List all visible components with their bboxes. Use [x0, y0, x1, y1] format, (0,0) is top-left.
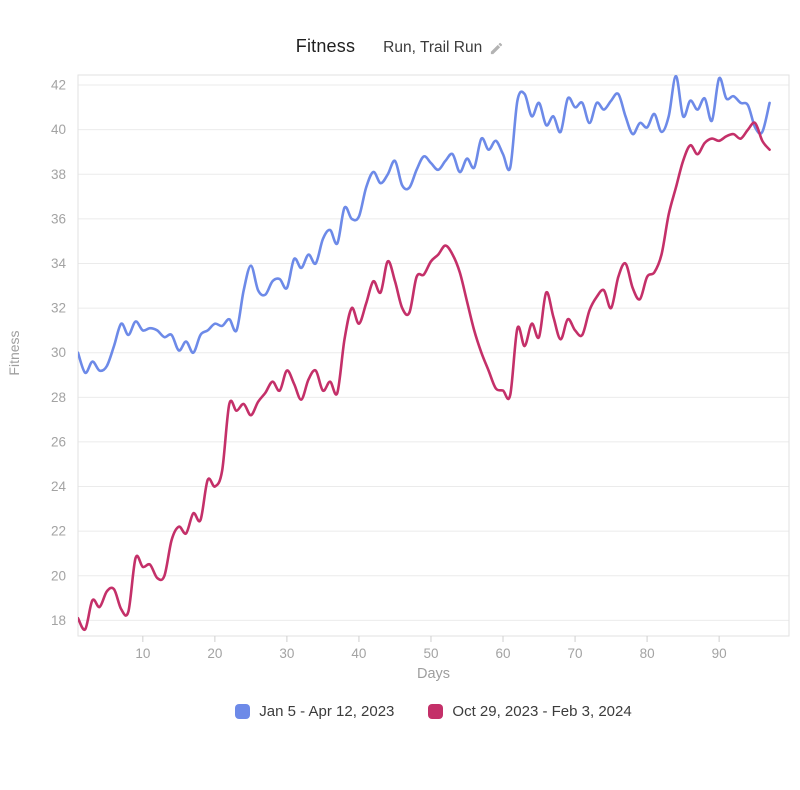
x-tick-label-80: 80 [640, 646, 655, 661]
y-tick-label-24: 24 [51, 479, 67, 494]
y-tick-label-18: 18 [51, 613, 66, 628]
y-axis-title: Fitness [6, 330, 22, 376]
y-tick-label-20: 20 [51, 568, 66, 583]
x-tick-label-20: 20 [207, 646, 222, 661]
chart-header: Fitness Run, Trail Run [0, 36, 800, 57]
y-tick-label-26: 26 [51, 434, 66, 449]
x-tick-label-70: 70 [568, 646, 583, 661]
chart-subtitle: Run, Trail Run [383, 39, 483, 56]
x-tick-label-90: 90 [712, 646, 727, 661]
y-tick-label-40: 40 [51, 122, 66, 137]
series-line-0 [78, 75, 771, 375]
y-tick-label-28: 28 [51, 390, 66, 405]
chart-title: Fitness [295, 36, 356, 56]
chart-subtitle-group[interactable]: Run, Trail Run [383, 39, 504, 57]
y-tick-label-22: 22 [51, 524, 66, 539]
y-tick-label-38: 38 [51, 167, 66, 182]
edit-pencil-icon[interactable] [489, 41, 504, 56]
x-tick-label-40: 40 [351, 646, 366, 661]
legend-label-1: Oct 29, 2023 - Feb 3, 2024 [452, 703, 632, 720]
legend-item-1[interactable]: Oct 29, 2023 - Feb 3, 2024 [428, 703, 632, 720]
x-tick-label-60: 60 [495, 646, 510, 661]
y-tick-label-36: 36 [51, 211, 66, 226]
legend-swatch-1 [428, 704, 444, 719]
legend: Jan 5 - Apr 12, 2023 Oct 29, 2023 - Feb 3… [78, 703, 789, 720]
x-tick-label-30: 30 [279, 646, 294, 661]
legend-label-0: Jan 5 - Apr 12, 2023 [259, 703, 395, 720]
legend-swatch-0 [235, 704, 251, 719]
legend-item-0[interactable]: Jan 5 - Apr 12, 2023 [235, 703, 394, 720]
y-tick-label-32: 32 [51, 301, 66, 316]
plot-area: 10 20 30 40 50 60 70 80 90 18 20 22 24 26 28 30 32 34 36 38… [51, 74, 790, 661]
x-axis-title: Days [416, 666, 451, 682]
y-tick-label-42: 42 [51, 78, 66, 93]
x-tick-label-10: 10 [135, 646, 150, 661]
series-line-1 [78, 121, 771, 632]
y-tick-label-34: 34 [51, 256, 67, 271]
y-tick-label-30: 30 [51, 345, 66, 360]
x-tick-label-50: 50 [423, 646, 438, 661]
